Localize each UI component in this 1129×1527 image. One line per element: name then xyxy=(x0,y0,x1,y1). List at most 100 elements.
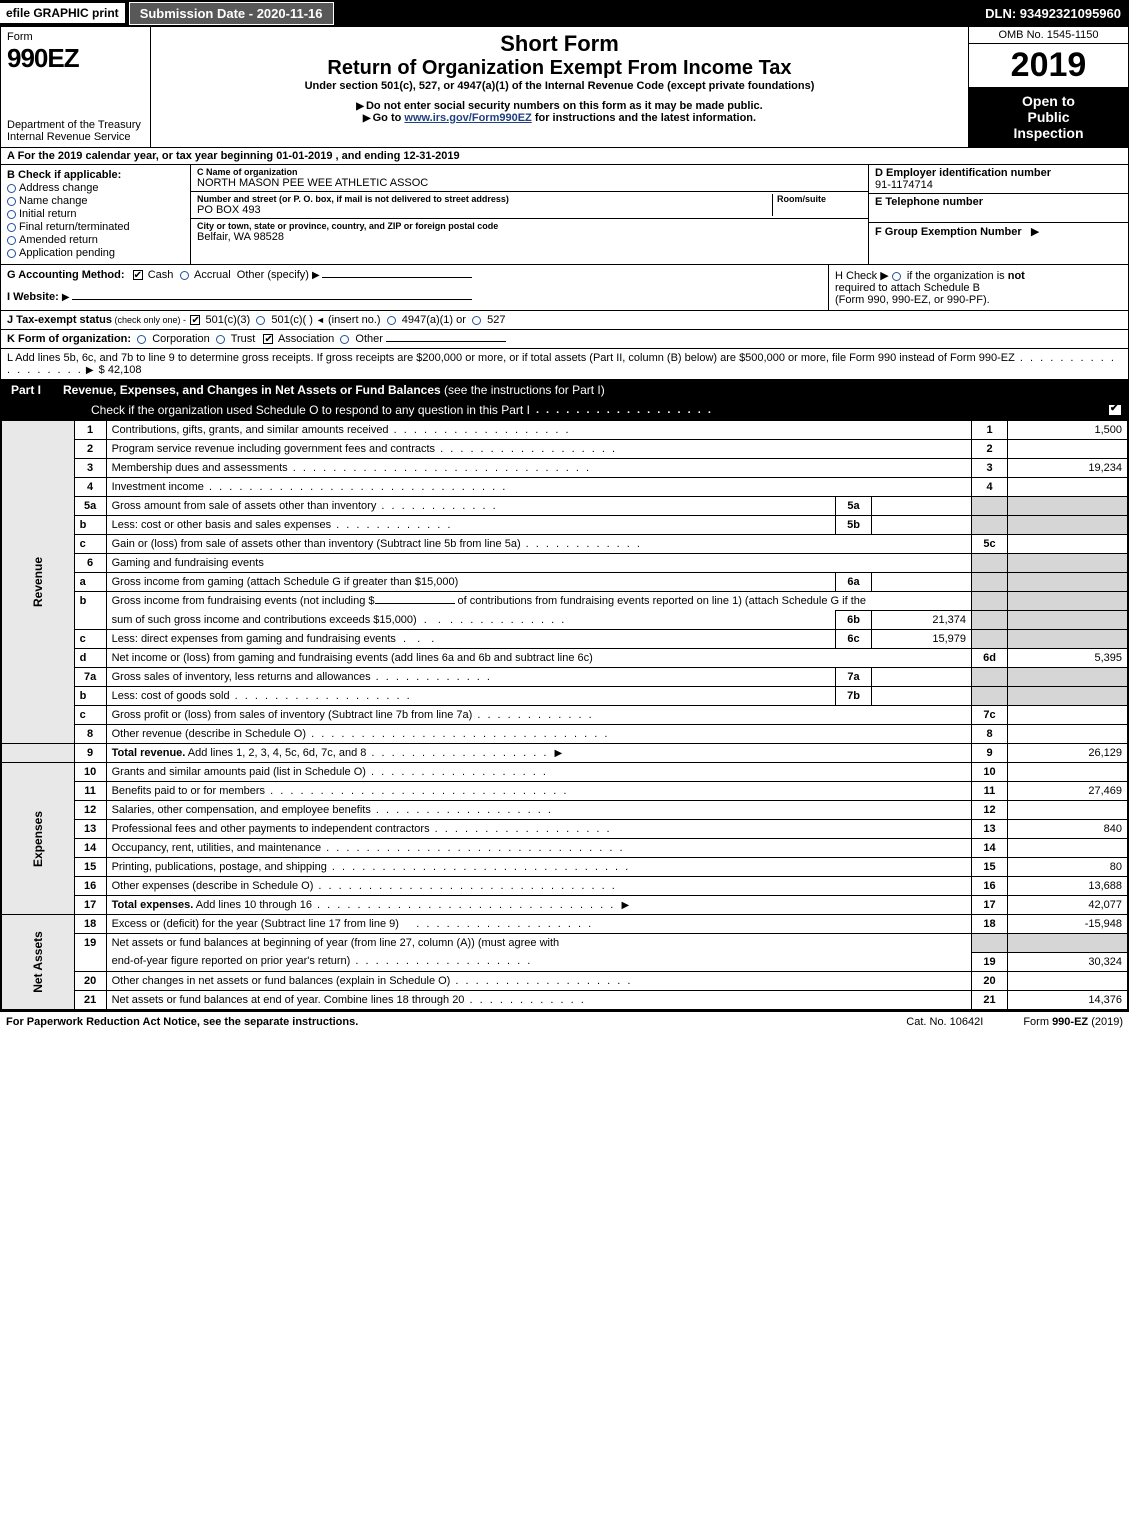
other-org-input[interactable] xyxy=(386,341,506,342)
ein-val: 91-1174714 xyxy=(875,179,1122,191)
chk-501c3[interactable] xyxy=(190,315,200,325)
chk-cash[interactable] xyxy=(133,270,143,280)
line-6d-desc: Net income or (loss) from gaming and fun… xyxy=(106,649,971,668)
entity-mid: C Name of organization NORTH MASON PEE W… xyxy=(191,165,868,264)
line-13-amt: 840 xyxy=(1008,820,1128,839)
city-label: City or town, state or province, country… xyxy=(197,221,862,231)
form-number: 990EZ xyxy=(7,43,144,74)
chk-name-change[interactable]: Name change xyxy=(7,195,184,207)
d-label: D Employer identification number xyxy=(875,167,1122,179)
line-12-amt xyxy=(1008,801,1128,820)
expenses-vlabel: Expenses xyxy=(2,763,75,915)
dept-line1: Department of the Treasury xyxy=(7,119,144,131)
dept-line2: Internal Revenue Service xyxy=(7,131,144,143)
chk-amended[interactable]: Amended return xyxy=(7,234,184,246)
chk-association[interactable] xyxy=(263,334,273,344)
line-18-amt: -15,948 xyxy=(1008,915,1128,934)
chk-527[interactable] xyxy=(472,316,481,325)
short-form-title: Short Form xyxy=(159,31,960,57)
city-cell: City or town, state or province, country… xyxy=(191,219,868,245)
line-6b-contrib[interactable] xyxy=(375,603,455,604)
tax-year: 2019 xyxy=(969,44,1128,87)
entity-section: B Check if applicable: Address change Na… xyxy=(1,165,1128,265)
part-1-table: Revenue 1 Contributions, gifts, grants, … xyxy=(1,420,1128,1010)
chk-schedule-b[interactable] xyxy=(892,272,901,281)
cat-no: Cat. No. 10642I xyxy=(906,1016,983,1028)
other-specify-input[interactable] xyxy=(322,277,472,278)
form-header: Form 990EZ Department of the Treasury In… xyxy=(1,27,1128,148)
chk-schedule-o[interactable] xyxy=(1108,404,1122,416)
line-1-desc: Contributions, gifts, grants, and simila… xyxy=(112,424,389,436)
form-word: Form xyxy=(7,31,144,43)
line-6b-desc-row1: Gross income from fundraising events (no… xyxy=(106,592,971,611)
line-6a-desc: Gross income from gaming (attach Schedul… xyxy=(106,573,835,592)
chk-initial-return[interactable]: Initial return xyxy=(7,208,184,220)
line-16-desc: Other expenses (describe in Schedule O) xyxy=(112,880,314,892)
line-20-amt xyxy=(1008,971,1128,990)
do-not-enter: Do not enter social security numbers on … xyxy=(159,100,960,112)
chk-other-org[interactable] xyxy=(340,335,349,344)
footer: For Paperwork Reduction Act Notice, see … xyxy=(0,1011,1129,1032)
line-19-desc-r2: end-of-year figure reported on prior yea… xyxy=(106,952,971,971)
line-16-amt: 13,688 xyxy=(1008,877,1128,896)
line-6d-amt: 5,395 xyxy=(1008,649,1128,668)
entity-right: D Employer identification number 91-1174… xyxy=(868,165,1128,264)
chk-501c[interactable] xyxy=(256,316,265,325)
line-9-desc: Total revenue. xyxy=(112,747,186,759)
row-k: K Form of organization: Corporation Trus… xyxy=(1,330,1128,349)
addr-label: Number and street (or P. O. box, if mail… xyxy=(197,194,772,204)
line-6c-desc: Less: direct expenses from gaming and fu… xyxy=(112,633,396,645)
group-exemption-cell: F Group Exemption Number ▶ xyxy=(869,223,1128,240)
accounting-method: G Accounting Method: Cash Accrual Other … xyxy=(7,269,822,281)
chk-4947[interactable] xyxy=(387,316,396,325)
efile-label[interactable]: efile GRAPHIC print xyxy=(0,3,125,23)
line-20-desc: Other changes in net assets or fund bala… xyxy=(112,975,451,987)
line-5b-subamt xyxy=(872,516,972,535)
chk-accrual[interactable] xyxy=(180,271,189,280)
line-6c-subamt: 15,979 xyxy=(872,630,972,649)
omb-number: OMB No. 1545-1150 xyxy=(969,27,1128,44)
line-19-desc-r1: Net assets or fund balances at beginning… xyxy=(106,934,971,953)
line-1-amt: 1,500 xyxy=(1008,421,1128,440)
line-5a-subamt xyxy=(872,497,972,516)
line-7a-subamt xyxy=(872,668,972,687)
header-left: Form 990EZ Department of the Treasury In… xyxy=(1,27,151,147)
line-7c-desc: Gross profit or (loss) from sales of inv… xyxy=(112,709,473,721)
return-title: Return of Organization Exempt From Incom… xyxy=(159,57,960,80)
row-j: J Tax-exempt status (check only one) - 5… xyxy=(1,311,1128,330)
goto-line: Go to www.irs.gov/Form990EZ for instruct… xyxy=(159,112,960,124)
line-3-desc: Membership dues and assessments xyxy=(112,462,288,474)
form-ref: Form 990-EZ (2019) xyxy=(1023,1016,1123,1028)
line-5c-amt xyxy=(1008,535,1128,554)
line-2-amt xyxy=(1008,440,1128,459)
part-1-title: Revenue, Expenses, and Changes in Net As… xyxy=(57,380,611,400)
line-6b-subamt: 21,374 xyxy=(872,611,972,630)
line-7c-amt xyxy=(1008,706,1128,725)
line-7b-subamt xyxy=(872,687,972,706)
irs-link[interactable]: www.irs.gov/Form990EZ xyxy=(404,112,531,124)
revenue-vlabel: Revenue xyxy=(2,421,75,744)
chk-trust[interactable] xyxy=(216,335,225,344)
line-5a-desc: Gross amount from sale of assets other t… xyxy=(112,500,377,512)
b-label: B Check if applicable: xyxy=(7,169,184,181)
paperwork-notice: For Paperwork Reduction Act Notice, see … xyxy=(6,1016,358,1028)
line-9-amt: 26,129 xyxy=(1008,744,1128,763)
chk-final-return[interactable]: Final return/terminated xyxy=(7,221,184,233)
address-cell: Number and street (or P. O. box, if mail… xyxy=(191,192,868,219)
section-b: B Check if applicable: Address change Na… xyxy=(1,165,191,264)
chk-address-change[interactable]: Address change xyxy=(7,182,184,194)
row-a: A For the 2019 calendar year, or tax yea… xyxy=(1,148,1128,165)
line-19-amt: 30,324 xyxy=(1008,952,1128,971)
line-18-desc: Excess or (deficit) for the year (Subtra… xyxy=(112,918,399,930)
phone-cell: E Telephone number xyxy=(869,194,1128,223)
line-11-desc: Benefits paid to or for members xyxy=(112,785,265,797)
chk-application-pending[interactable]: Application pending xyxy=(7,247,184,259)
line-2-desc: Program service revenue including govern… xyxy=(112,443,435,455)
website-input[interactable] xyxy=(72,299,472,300)
line-17-desc: Total expenses. xyxy=(112,899,194,911)
chk-corporation[interactable] xyxy=(137,335,146,344)
department: Department of the Treasury Internal Reve… xyxy=(7,119,144,143)
line-13-desc: Professional fees and other payments to … xyxy=(112,823,430,835)
header-center: Short Form Return of Organization Exempt… xyxy=(151,27,968,147)
f-label: F Group Exemption Number xyxy=(875,226,1022,238)
